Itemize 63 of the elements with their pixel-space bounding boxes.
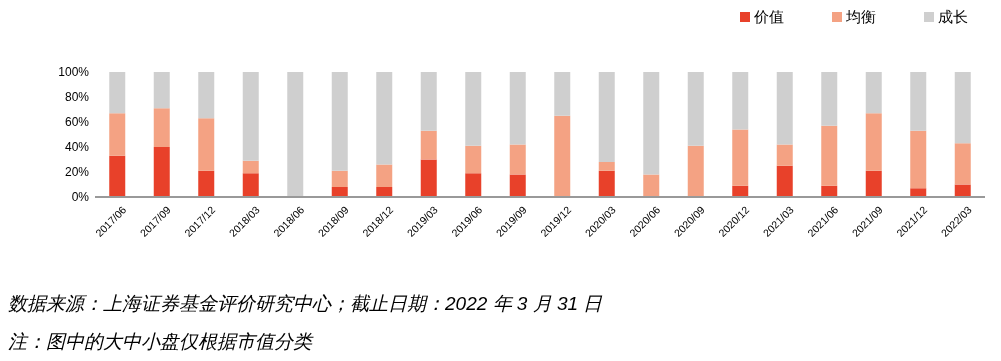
bar <box>420 130 437 160</box>
bar <box>420 159 437 197</box>
bar <box>153 147 170 197</box>
bar <box>776 72 793 145</box>
bar <box>865 113 882 171</box>
bar <box>954 143 971 185</box>
bar <box>910 188 927 197</box>
y-tick-label: 40% <box>64 140 90 154</box>
y-tick-label: 20% <box>64 165 90 179</box>
bar <box>242 72 259 161</box>
text: 注：图中的大中小盘仅根据市值分类 <box>8 331 314 352</box>
bar <box>287 72 304 197</box>
bar <box>153 72 170 109</box>
bar <box>109 72 126 114</box>
bar <box>598 72 615 162</box>
bar <box>554 115 571 197</box>
bar <box>643 72 660 175</box>
bar <box>598 170 615 197</box>
bar <box>687 145 704 197</box>
bar <box>465 72 482 146</box>
bar <box>554 72 571 116</box>
bar <box>509 72 526 145</box>
legend-label: 均衡 <box>845 8 876 25</box>
source-note: 数据来源：上海证券基金评价研究中心；截止日期：2022 年 3 月 31 日 <box>8 293 604 314</box>
bar <box>821 125 838 186</box>
bar <box>198 170 215 197</box>
bar <box>821 72 838 126</box>
y-tick-label: 60% <box>64 115 90 129</box>
bar <box>109 155 126 197</box>
bar <box>376 187 393 197</box>
bar <box>420 72 437 131</box>
y-tick-label: 80% <box>64 90 90 104</box>
bar <box>376 72 393 165</box>
bar <box>198 72 215 119</box>
bar <box>732 129 749 186</box>
bar <box>509 174 526 197</box>
bar <box>865 72 882 114</box>
bar <box>910 72 927 131</box>
bar <box>109 113 126 156</box>
y-tick-label: 100% <box>58 65 90 79</box>
bar <box>242 160 259 174</box>
bar <box>776 144 793 166</box>
bar <box>954 72 971 144</box>
bar <box>732 72 749 130</box>
bar <box>331 187 348 197</box>
y-tick-label: 0% <box>71 190 90 204</box>
legend-label: 价值 <box>753 8 784 25</box>
legend-label: 成长 <box>938 8 968 25</box>
bar <box>198 118 215 171</box>
bar <box>465 145 482 174</box>
bar <box>465 173 482 197</box>
bar <box>376 164 393 187</box>
bar <box>865 170 882 197</box>
bar <box>598 162 615 171</box>
bar <box>331 72 348 171</box>
bar <box>687 72 704 146</box>
bar <box>643 174 660 197</box>
bar <box>153 108 170 147</box>
bar <box>776 165 793 197</box>
bar <box>242 173 259 197</box>
bar <box>910 130 927 189</box>
bar <box>509 144 526 175</box>
bar <box>331 170 348 187</box>
